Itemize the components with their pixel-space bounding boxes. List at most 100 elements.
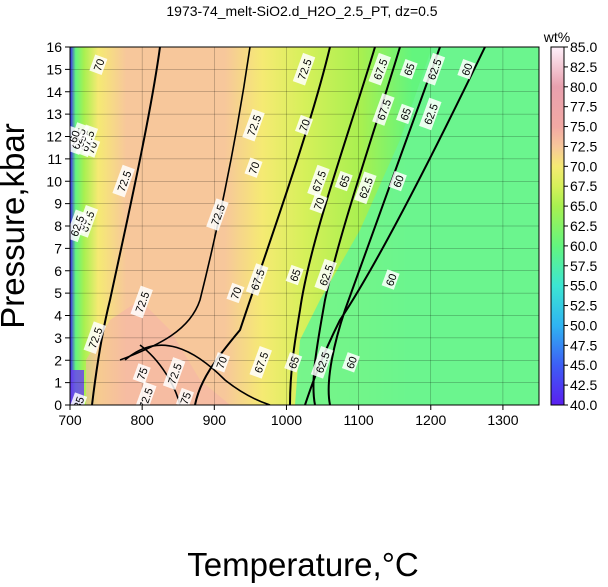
contour-label-bg — [284, 352, 303, 373]
contour-label-bg — [422, 52, 446, 86]
contour-label: 65 — [399, 58, 418, 80]
contour-label-bg — [314, 258, 337, 292]
contour-label: 35 — [70, 392, 88, 411]
y-tick-label: 16 — [46, 39, 62, 55]
contour-label-bg — [244, 157, 263, 178]
contour-label-bg — [399, 58, 418, 80]
contour-line — [304, 47, 486, 405]
contour-label: 60 — [70, 126, 83, 147]
contour-label-bg — [130, 285, 153, 319]
colorbar-tick-label: 67.5 — [570, 178, 597, 194]
contour-label-text: 70 — [298, 118, 313, 134]
colorbar-tick-label: 60.0 — [570, 238, 597, 254]
y-tick-label: 8 — [54, 218, 62, 234]
contour-label-bg — [372, 93, 395, 126]
y-tick-label: 15 — [46, 61, 62, 77]
x-tick-label: 1300 — [487, 412, 518, 428]
contour-label-text: 75 — [179, 391, 194, 407]
contour-label-bg — [334, 170, 353, 192]
contour-label-bg — [292, 52, 316, 86]
x-axis-label: Temperature,°C — [187, 546, 418, 583]
contour-label-text: 70 — [229, 286, 244, 302]
contour-label: 60 — [457, 58, 476, 80]
contour-label-text: 35 — [72, 395, 87, 411]
contour-label-text: 65 — [399, 107, 414, 123]
contour-label-bg — [134, 381, 157, 405]
contour-label-bg — [309, 193, 328, 214]
colorbar-tick-label: 70.0 — [570, 158, 597, 174]
y-tick-label: 11 — [47, 151, 62, 167]
colorbar-tick-label: 75.0 — [570, 119, 597, 135]
colorbar-tick-label: 55.0 — [570, 278, 597, 294]
y-tick-label: 1 — [54, 375, 62, 391]
contour-label: 75 — [175, 387, 194, 407]
colorbar-tick-label: 80.0 — [570, 79, 597, 95]
contour-label-bg — [162, 357, 186, 390]
y-tick-label: 3 — [54, 330, 62, 346]
contour-label: 70 — [226, 282, 245, 304]
contour-label-text: 70 — [92, 57, 107, 73]
colorbar-tick-label: 45.0 — [570, 357, 597, 373]
contour-label-text: 60 — [392, 174, 407, 190]
contour-line — [327, 47, 441, 405]
contour-label-bg — [245, 263, 269, 296]
colorbar-tick-label: 72.5 — [570, 138, 597, 154]
contour-label-bg — [206, 198, 229, 231]
contour-line — [119, 47, 251, 361]
y-tick-label: 13 — [46, 106, 62, 122]
colorbar-tick-label: 40.0 — [570, 397, 597, 413]
contour-label-bg — [307, 164, 330, 198]
contour-label-text: 65 — [288, 268, 303, 284]
contour-label: 70 — [295, 114, 314, 136]
contour-label-text: 65 — [337, 174, 352, 190]
contour-label-bg — [226, 282, 245, 304]
contour-label-bg — [83, 321, 107, 355]
y-tick-label: 6 — [54, 263, 62, 279]
contour-label-bg — [242, 108, 265, 142]
contour-label: 70 — [244, 157, 263, 178]
contour-label-bg — [419, 97, 442, 131]
colorbar-tick-label: 82.5 — [570, 59, 597, 75]
colorbar-tick-label: 62.5 — [570, 218, 597, 234]
contour-label: 65 — [284, 352, 303, 373]
contour-label-bg — [212, 352, 231, 373]
contour-label-bg — [354, 171, 377, 205]
contour-label-bg — [112, 164, 135, 198]
contour-label-bg — [89, 54, 108, 75]
contour-label: 65 — [285, 264, 304, 286]
contour-label-text: 60 — [460, 62, 475, 78]
y-axis-label: Pressure,kbar — [0, 123, 31, 328]
colorbar-tick-label: 57.5 — [570, 258, 597, 274]
contour-label-text: 60 — [345, 355, 360, 371]
contour-label: 72.5 — [134, 381, 157, 411]
contour-label: 60 — [341, 352, 360, 373]
x-tick-label: 900 — [203, 412, 227, 428]
y-tick-label: 4 — [54, 308, 62, 324]
contour-label: 75 — [132, 363, 151, 384]
contour-label-text: 65 — [287, 355, 302, 371]
y-tick-label: 5 — [54, 285, 62, 301]
contour-label: 70 — [89, 54, 108, 75]
y-tick-label: 9 — [54, 196, 62, 212]
region-peak-75 — [86, 300, 230, 405]
x-tick-label: 800 — [130, 412, 154, 428]
contour-label-bg — [132, 363, 151, 384]
y-tick-label: 12 — [46, 129, 62, 145]
contour-label-text: 65 — [402, 62, 417, 78]
x-tick-label: 1200 — [415, 412, 446, 428]
colorbar-tick-label: 50.0 — [570, 317, 597, 333]
contour-label-bg — [70, 209, 88, 243]
contour-label-bg — [70, 126, 83, 147]
x-tick-label: 1100 — [344, 412, 374, 428]
contour-label-bg — [70, 392, 88, 405]
y-tick-label: 2 — [54, 352, 62, 368]
contour-label-bg — [295, 114, 314, 136]
colorbar-tick-label: 47.5 — [570, 337, 597, 353]
contour-label-text: 72.5 — [137, 387, 156, 411]
chart-title: 1973-74_melt-SiO2.d_H2O_2.5_PT, dz=0.5 — [166, 3, 437, 19]
contour-label: 60 — [388, 170, 407, 192]
